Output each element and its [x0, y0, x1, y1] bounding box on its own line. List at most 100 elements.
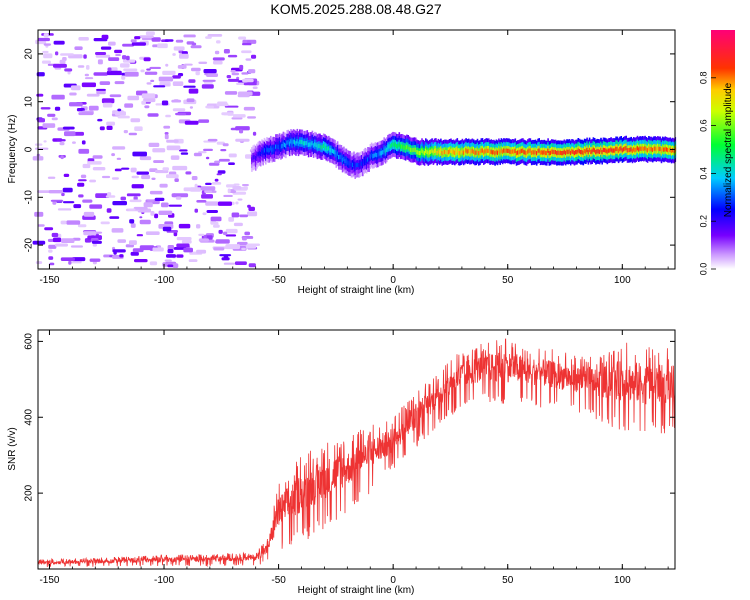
spectrogram-signal-cell: [595, 150, 597, 155]
spectrogram-signal-cell: [532, 150, 534, 155]
spectrogram-signal-cell: [527, 149, 529, 154]
spectrogram-signal-cell: [440, 148, 442, 154]
spectrogram-signal-cell: [568, 149, 571, 154]
spectrogram-signal-cell: [467, 148, 470, 154]
spectrogram-noise-cell: [243, 82, 257, 86]
spectrogram-noise-cell: [198, 238, 209, 242]
spectrogram-signal-cell: [296, 139, 299, 144]
spectrogram-signal-cell: [399, 144, 402, 149]
spectrogram-signal-cell: [597, 149, 600, 154]
spectrogram-signal-cell: [588, 147, 591, 153]
spectrogram-noise-cell: [48, 244, 57, 249]
spectrogram-signal-cell: [587, 150, 590, 155]
spectrogram-signal-cell: [538, 148, 540, 153]
spectrogram-noise-cell: [143, 57, 151, 62]
spectrogram-noise-cell: [119, 254, 124, 258]
spectrogram-ytick-label: -20: [24, 237, 35, 252]
spectrogram-signal-cell: [253, 154, 256, 160]
spectrogram-signal-cell: [272, 147, 275, 152]
spectrogram-signal-cell: [349, 161, 351, 166]
spectrogram-noise-cell: [122, 59, 136, 63]
spectrogram-noise-cell: [179, 53, 189, 59]
spectrogram-noise-cell: [216, 141, 225, 145]
spectrogram-signal-cell: [673, 148, 675, 153]
spectrogram-noise-cell: [239, 64, 244, 70]
spectrogram-signal-cell: [351, 162, 354, 167]
spectrogram-noise-cell: [141, 175, 151, 180]
spectrogram-signal-cell: [650, 147, 653, 152]
spectrogram-signal-cell: [500, 148, 503, 153]
spectrogram-noise-cell: [146, 68, 151, 71]
spectrogram-noise-cell: [109, 94, 122, 98]
spectrogram-signal-cell: [287, 140, 290, 145]
spectrogram-signal-cell: [576, 149, 578, 155]
spectrogram-signal-cell: [407, 145, 409, 150]
spectrogram-noise-cell: [99, 126, 105, 131]
spectrogram-signal-cell: [549, 150, 552, 155]
spectrogram-noise-cell: [205, 36, 212, 39]
spectrogram-signal-cell: [354, 164, 356, 169]
spectrogram-noise-cell: [43, 33, 49, 38]
spectrogram-signal-cell: [312, 143, 315, 148]
spectrogram-noise-cell: [86, 93, 100, 97]
spectrogram-noise-cell: [43, 140, 47, 143]
spectrogram-signal-cell: [460, 150, 462, 155]
spectrogram-noise-cell: [61, 192, 65, 197]
colorbar-tick-label: 0.0: [698, 263, 708, 276]
spectrogram-noise-cell: [232, 191, 247, 195]
spectrogram-noise-cell: [234, 261, 247, 265]
spectrogram-noise-cell: [106, 121, 115, 126]
spectrogram-signal-cell: [252, 155, 254, 160]
spectrogram-ytick-label: 0: [24, 146, 35, 152]
spectrogram-signal-cell: [291, 140, 293, 146]
spectrogram-noise-cell: [188, 259, 198, 262]
spectrogram-noise-cell: [101, 34, 109, 40]
spectrogram-signal-cell: [643, 146, 645, 152]
spectrogram-signal-cell: [412, 147, 414, 153]
spectrogram-signal-cell: [322, 143, 325, 148]
spectrogram-noise-cell: [228, 217, 234, 222]
spectrogram-noise-cell: [59, 142, 65, 146]
spectrogram-noise-cell: [145, 31, 155, 36]
spectrogram-signal-cell: [649, 147, 651, 152]
spectrogram-signal-cell: [591, 149, 593, 154]
spectrogram-noise-cell: [66, 220, 81, 225]
spectrogram-noise-cell: [34, 211, 44, 217]
spectrogram-signal-cell: [292, 139, 295, 144]
spectrogram-signal-cell: [627, 148, 630, 153]
spectrogram-noise-cell: [248, 206, 255, 211]
spectrogram-noise-cell: [43, 43, 51, 46]
spectrogram-noise-cell: [146, 82, 152, 85]
spectrogram-signal-cell: [515, 151, 518, 156]
spectrogram-noise-cell: [140, 69, 145, 73]
spectrogram-noise-cell: [131, 42, 146, 46]
colorbar-tick-label: 0.4: [698, 167, 708, 180]
spectrogram-ytick-label: 10: [24, 96, 35, 108]
spectrogram-noise-cell: [78, 194, 84, 198]
spectrogram-signal-cell: [341, 157, 344, 163]
spectrogram-signal-cell: [397, 144, 399, 149]
spectrogram-signal-cell: [277, 144, 280, 149]
spectrogram-signal-cell: [534, 149, 537, 155]
spectrogram-signal-cell: [514, 148, 517, 153]
spectrogram-noise-cell: [231, 212, 240, 218]
spectrogram-noise-cell: [100, 221, 110, 225]
spectrogram-noise-cell: [54, 106, 61, 111]
spectrogram-noise-cell: [81, 140, 86, 145]
spectrogram-signal-cell: [331, 148, 334, 154]
spectrogram-noise-cell: [134, 36, 141, 40]
spectrogram-signal-cell: [486, 148, 489, 153]
spectrogram-signal-cell: [358, 163, 360, 168]
spectrogram-signal-cell: [512, 149, 514, 154]
spectrogram-signal-cell: [469, 149, 471, 155]
spectrogram-noise-cell: [176, 243, 190, 248]
spectrogram-signal-cell: [553, 150, 556, 155]
spectrogram-noise-cell: [210, 216, 222, 222]
spectrogram-noise-cell: [153, 160, 165, 163]
spectrogram-noise-cell: [223, 194, 233, 197]
spectrogram-signal-cell: [590, 149, 592, 155]
spectrogram-signal-cell: [409, 147, 412, 152]
spectrogram-noise-cell: [32, 240, 46, 245]
spectrogram-noise-cell: [243, 186, 248, 191]
spectrogram-signal-cell: [609, 148, 611, 153]
